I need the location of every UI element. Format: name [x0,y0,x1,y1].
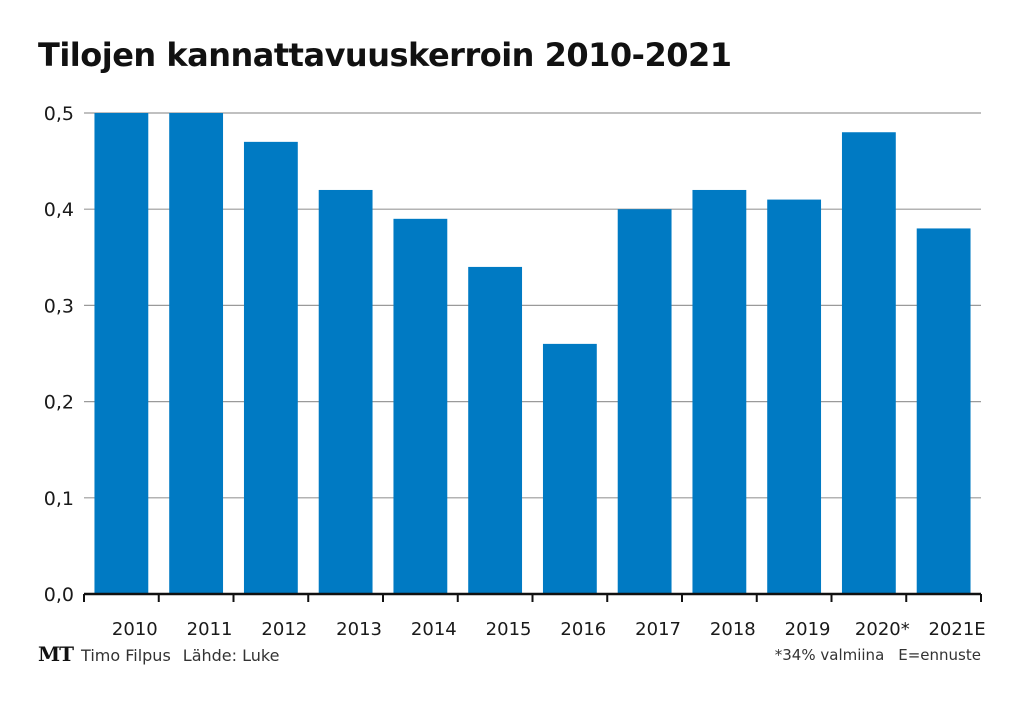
x-tick-label: 2017 [635,619,681,640]
x-tick-label: 2020* [855,619,910,640]
source-credit: Lähde: Luke [182,646,280,665]
bar [692,189,747,594]
footnote-2020: *34% valmiina [774,646,885,664]
y-tick-label: 0,2 [44,392,74,414]
y-tick-label: 0,3 [44,295,74,317]
author-credit: Timo Filpus [81,646,171,665]
chart-title: Tilojen kannattavuuskerroin 2010-2021 [38,36,732,74]
bar [767,199,822,594]
x-tick-label: 2016 [560,619,606,640]
y-tick-label: 0,0 [44,584,74,606]
x-tick-label: 2018 [710,619,756,640]
footer-notes: *34% valmiina E=ennuste [775,646,981,664]
bar [916,228,971,594]
bars [94,113,971,595]
mt-logo: MT [38,642,74,666]
y-tick-label: 0,1 [44,488,74,510]
footer-credits: MT Timo Filpus Lähde: Luke [38,642,279,666]
x-axis [83,592,982,602]
y-tick-label: 0,5 [44,103,74,125]
x-tick-label: 2011 [187,619,233,640]
bar [393,218,448,594]
x-tick-label: 2013 [336,619,382,640]
bar [243,141,298,595]
x-tick-label: 2019 [785,619,831,640]
y-tick-labels: 0,0 0,1 0,2 0,3 0,4 0,5 [44,103,74,606]
x-tick-label: 2012 [261,619,307,640]
x-tick-label: 2021E [928,619,985,640]
category-labels: 2010 2011 2012 2013 2014 2015 2016 2017 2018 2019… [112,619,986,640]
bar [318,189,373,594]
bar [94,113,149,594]
x-tick-label: 2014 [411,619,457,640]
footnote-estimate: E=ennuste [898,646,981,664]
bar [841,132,896,595]
x-tick-label: 2015 [486,619,532,640]
bar [617,209,672,594]
bar [468,266,523,594]
bar [542,343,597,594]
gridlines [84,112,981,499]
y-tick-label: 0,4 [44,199,74,221]
x-tick-label: 2010 [112,619,158,640]
bar [169,113,224,594]
